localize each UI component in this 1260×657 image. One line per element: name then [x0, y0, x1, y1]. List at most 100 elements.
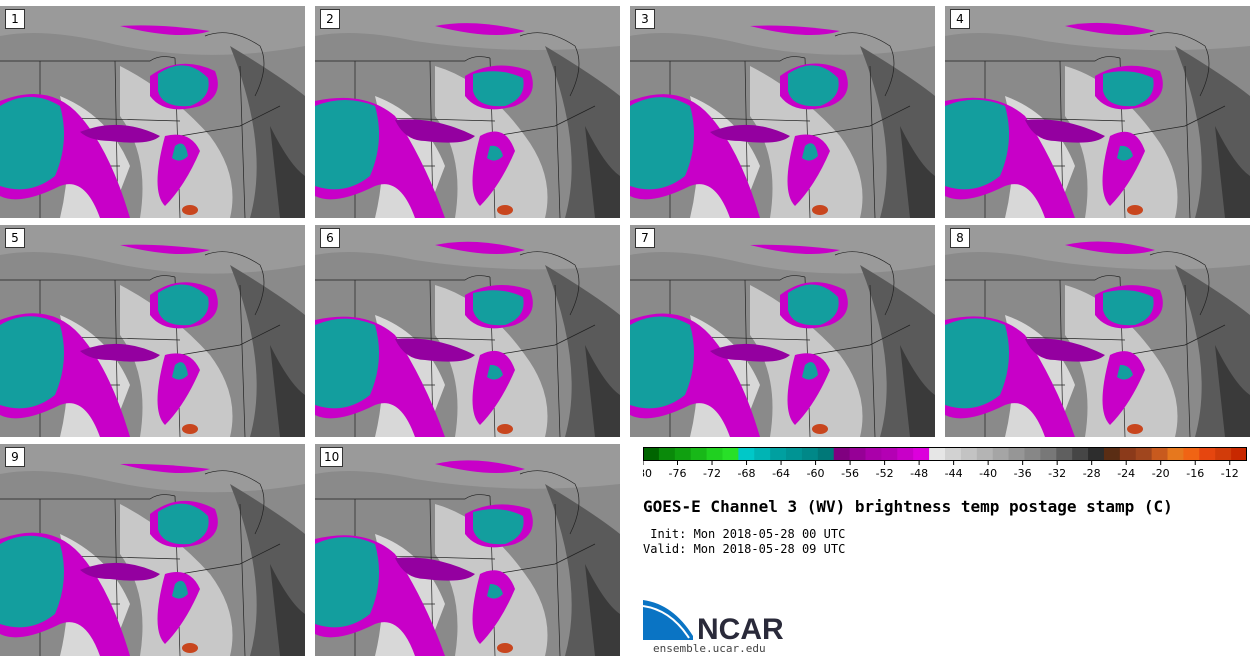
colorbar-segment	[801, 447, 819, 461]
magenta-region	[472, 131, 515, 206]
map-svg	[0, 225, 305, 437]
ensemble-panel-3: 3	[630, 6, 935, 218]
magenta-region	[395, 338, 475, 362]
dark-band	[1215, 345, 1250, 437]
panel-label: 3	[635, 9, 655, 29]
teal-region	[788, 65, 839, 107]
teal-region	[630, 97, 694, 190]
border-line	[315, 56, 491, 62]
valid-time: Valid: Mon 2018-05-28 09 UTC	[643, 542, 846, 556]
magenta-region	[1102, 131, 1145, 206]
border-line	[1149, 251, 1210, 437]
map-svg	[630, 6, 935, 218]
colorbar-segment	[1008, 447, 1026, 461]
ensemble-panel-7: 7	[630, 225, 935, 437]
colorbar-segment	[786, 447, 803, 461]
magenta-region	[787, 353, 830, 425]
colorbar-segment	[945, 447, 962, 461]
ensemble-panel-6: 6	[315, 225, 620, 437]
magenta-region	[710, 124, 790, 143]
colorbar-tick-label: -72	[703, 467, 721, 480]
magenta-region	[710, 343, 790, 362]
very-cold-layer	[0, 284, 209, 409]
colorbar-segment	[913, 447, 930, 461]
panel-label: 4	[950, 9, 970, 29]
map-svg	[945, 6, 1250, 218]
magenta-region	[435, 241, 525, 254]
ensemble-panel-10: 10	[315, 444, 620, 656]
border-line	[630, 275, 806, 281]
teal-region	[487, 364, 503, 380]
very-cold-layer	[945, 290, 1154, 409]
colorbar-segment	[1024, 447, 1041, 461]
colorbar-tick-label: -60	[807, 467, 825, 480]
ncar-logo-swoosh-line	[643, 605, 690, 639]
colorbar-segment	[1119, 447, 1137, 461]
magenta-region	[750, 244, 840, 254]
warm-spot	[1127, 424, 1143, 434]
colorbar-segment	[1183, 447, 1200, 461]
colorbar-segment	[960, 447, 978, 461]
teal-region	[802, 143, 818, 161]
border-line	[1149, 32, 1210, 218]
colorbar-segment	[706, 447, 724, 461]
teal-region	[1117, 145, 1133, 161]
dark-band	[270, 345, 305, 437]
colorbar-tick-label: -24	[1117, 467, 1135, 480]
magenta-region	[80, 124, 160, 143]
panel-label: 5	[5, 228, 25, 248]
very-cold-layer	[315, 290, 524, 409]
warm-spot	[497, 643, 513, 653]
teal-region	[473, 290, 524, 326]
teal-region	[158, 65, 209, 107]
colorbar-segment	[1151, 447, 1169, 461]
ensemble-panel-5: 5	[0, 225, 305, 437]
colorbar-segment	[897, 447, 914, 461]
warm-spot	[812, 424, 828, 434]
magenta-region	[1065, 241, 1155, 254]
colorbar-segment	[1215, 447, 1232, 461]
magenta-region	[395, 119, 475, 143]
colorbar-segment	[658, 447, 676, 461]
border-line	[204, 32, 265, 218]
magenta-region	[435, 460, 525, 473]
colorbar-tick-label: -32	[1048, 467, 1066, 480]
border-line	[0, 56, 176, 62]
colorbar-segment	[1088, 447, 1105, 461]
init-time: Init: Mon 2018-05-28 00 UTC	[643, 527, 846, 541]
colorbar-segment	[881, 447, 898, 461]
dark-band	[270, 126, 305, 218]
teal-region	[0, 96, 64, 190]
teal-region	[0, 316, 64, 409]
teal-region	[315, 318, 379, 409]
teal-region	[487, 145, 503, 161]
colorbar-segment	[1135, 447, 1153, 461]
border-line	[0, 494, 176, 500]
colorbar-tick-label: -68	[738, 467, 756, 480]
magenta-region	[157, 353, 200, 425]
warm-spot	[182, 205, 198, 215]
colorbar-segment	[1167, 447, 1185, 461]
colorbar-tick-label: -40	[979, 467, 997, 480]
teal-region	[172, 580, 188, 599]
logo-url: ensemble.ucar.edu	[653, 642, 766, 655]
border-line	[0, 275, 176, 281]
teal-region	[172, 362, 188, 380]
colorbar-segment	[1103, 447, 1121, 461]
colorbar-segment	[929, 447, 946, 461]
figure-title: GOES-E Channel 3 (WV) brightness temp po…	[643, 497, 1173, 516]
border-line	[519, 251, 580, 437]
magenta-region	[157, 572, 200, 644]
border-line	[834, 251, 895, 437]
colorbar-segment	[643, 447, 660, 461]
border-line	[630, 56, 806, 62]
colorbar-segment	[849, 447, 867, 461]
panel-label: 1	[5, 9, 25, 29]
colorbar-border	[643, 447, 1247, 461]
magenta-region	[472, 350, 515, 425]
ncar-logo-text: NCAR	[697, 613, 784, 646]
colorbar-segment	[1231, 447, 1247, 461]
border-line	[834, 32, 895, 218]
border-line	[204, 251, 265, 437]
teal-region	[802, 361, 818, 380]
